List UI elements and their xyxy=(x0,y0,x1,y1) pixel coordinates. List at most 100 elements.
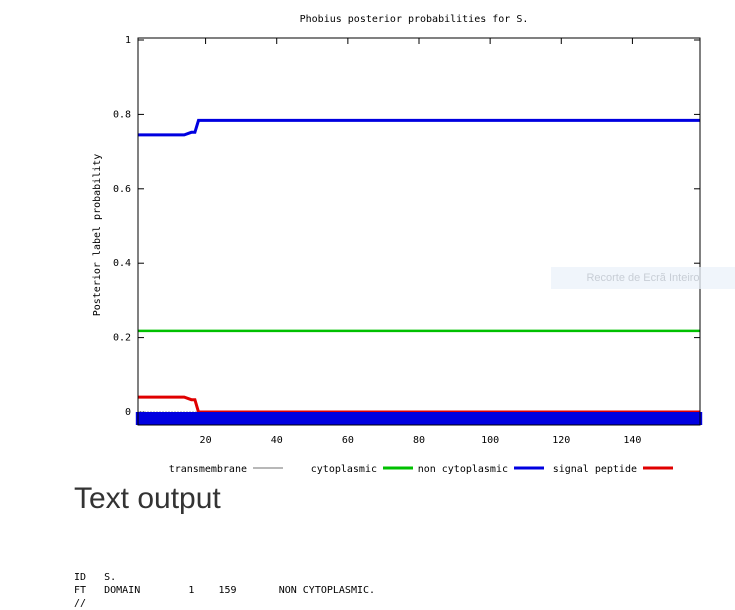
label-marker xyxy=(171,412,176,425)
label-marker xyxy=(214,412,219,425)
label-marker xyxy=(637,412,642,425)
label-marker xyxy=(413,412,418,425)
label-marker xyxy=(271,412,276,425)
x-tick-label: 120 xyxy=(552,435,570,446)
label-marker xyxy=(431,412,436,425)
label-marker xyxy=(544,412,550,425)
x-tick-label: 140 xyxy=(623,435,641,446)
label-marker xyxy=(352,412,358,425)
label-marker xyxy=(448,412,454,425)
label-marker xyxy=(523,412,528,425)
label-marker xyxy=(587,412,592,425)
y-tick-label: 0.8 xyxy=(113,109,131,120)
label-marker xyxy=(434,412,439,425)
label-marker xyxy=(377,412,383,425)
chart-title: Phobius posterior probabilities for S. xyxy=(300,14,529,25)
legend-label: signal peptide xyxy=(553,464,637,475)
label-marker xyxy=(384,412,390,425)
label-marker xyxy=(203,412,208,425)
text-output-line: // xyxy=(74,598,87,609)
label-marker xyxy=(537,412,543,425)
label-marker xyxy=(580,412,585,425)
label-marker xyxy=(534,412,539,425)
label-marker xyxy=(349,412,354,425)
phobius-chart: Phobius posterior probabilities for S. P… xyxy=(92,14,703,475)
label-marker xyxy=(665,412,671,425)
label-marker xyxy=(253,412,258,425)
label-marker xyxy=(470,412,475,425)
text-output-line: FT DOMAIN 1 159 NON CYTOPLASMIC. xyxy=(74,585,376,596)
label-marker xyxy=(153,412,158,425)
label-marker xyxy=(616,412,621,425)
label-marker xyxy=(562,412,567,425)
label-marker xyxy=(231,412,237,425)
label-marker xyxy=(626,412,632,425)
label-marker xyxy=(573,412,578,425)
label-marker xyxy=(367,412,372,425)
label-marker xyxy=(548,412,553,425)
label-marker xyxy=(363,412,368,425)
label-marker xyxy=(345,412,351,425)
label-marker xyxy=(196,412,201,425)
label-marker xyxy=(174,412,180,425)
label-marker xyxy=(342,412,347,425)
label-marker xyxy=(509,412,514,425)
label-marker xyxy=(591,412,596,425)
screen-capture-overlay: Recorte de Ecrã Inteiro xyxy=(551,267,735,289)
label-marker xyxy=(552,412,557,425)
label-marker xyxy=(605,412,610,425)
y-tick-label: 0.4 xyxy=(113,258,131,269)
label-marker xyxy=(395,412,400,425)
label-marker xyxy=(601,412,607,425)
label-marker xyxy=(651,412,656,425)
label-marker-band xyxy=(135,412,703,425)
legend-label: transmembrane xyxy=(169,464,247,475)
label-marker xyxy=(320,412,326,425)
legend-label: non cytoplasmic xyxy=(418,464,508,475)
label-marker xyxy=(445,412,450,425)
label-marker xyxy=(242,412,247,425)
label-marker xyxy=(455,412,461,425)
label-marker xyxy=(335,412,340,425)
y-tick-label: 1 xyxy=(125,35,131,46)
x-tick-label: 100 xyxy=(481,435,499,446)
label-marker xyxy=(331,412,336,425)
label-marker xyxy=(267,412,272,425)
label-marker xyxy=(516,412,521,425)
label-marker xyxy=(459,412,464,425)
label-marker xyxy=(249,412,254,425)
label-marker xyxy=(310,412,315,425)
label-marker xyxy=(672,412,678,425)
legend-label: cytoplasmic xyxy=(311,464,377,475)
label-marker xyxy=(416,412,422,425)
label-marker xyxy=(669,412,674,425)
label-marker xyxy=(199,412,205,425)
label-marker xyxy=(402,412,407,425)
label-marker xyxy=(285,412,290,425)
label-marker xyxy=(594,412,599,425)
label-marker xyxy=(167,412,173,425)
label-marker xyxy=(324,412,329,425)
label-marker xyxy=(608,412,614,425)
label-marker xyxy=(630,412,635,425)
series-line-signal-peptide xyxy=(138,395,700,414)
label-marker xyxy=(239,412,244,425)
label-marker xyxy=(192,412,198,425)
label-marker xyxy=(356,412,361,425)
label-marker xyxy=(399,412,404,425)
label-marker xyxy=(374,412,379,425)
x-tick-label: 60 xyxy=(342,435,354,446)
label-marker xyxy=(438,412,443,425)
text-output-line: ID S. xyxy=(74,572,117,583)
label-marker xyxy=(512,412,518,425)
label-marker xyxy=(584,412,589,425)
label-marker xyxy=(427,412,432,425)
label-marker xyxy=(612,412,617,425)
label-marker xyxy=(541,412,546,425)
label-marker xyxy=(502,412,507,425)
label-marker xyxy=(441,412,447,425)
label-marker xyxy=(235,412,240,425)
label-marker xyxy=(303,412,308,425)
label-marker xyxy=(391,412,397,425)
label-marker xyxy=(694,412,699,425)
